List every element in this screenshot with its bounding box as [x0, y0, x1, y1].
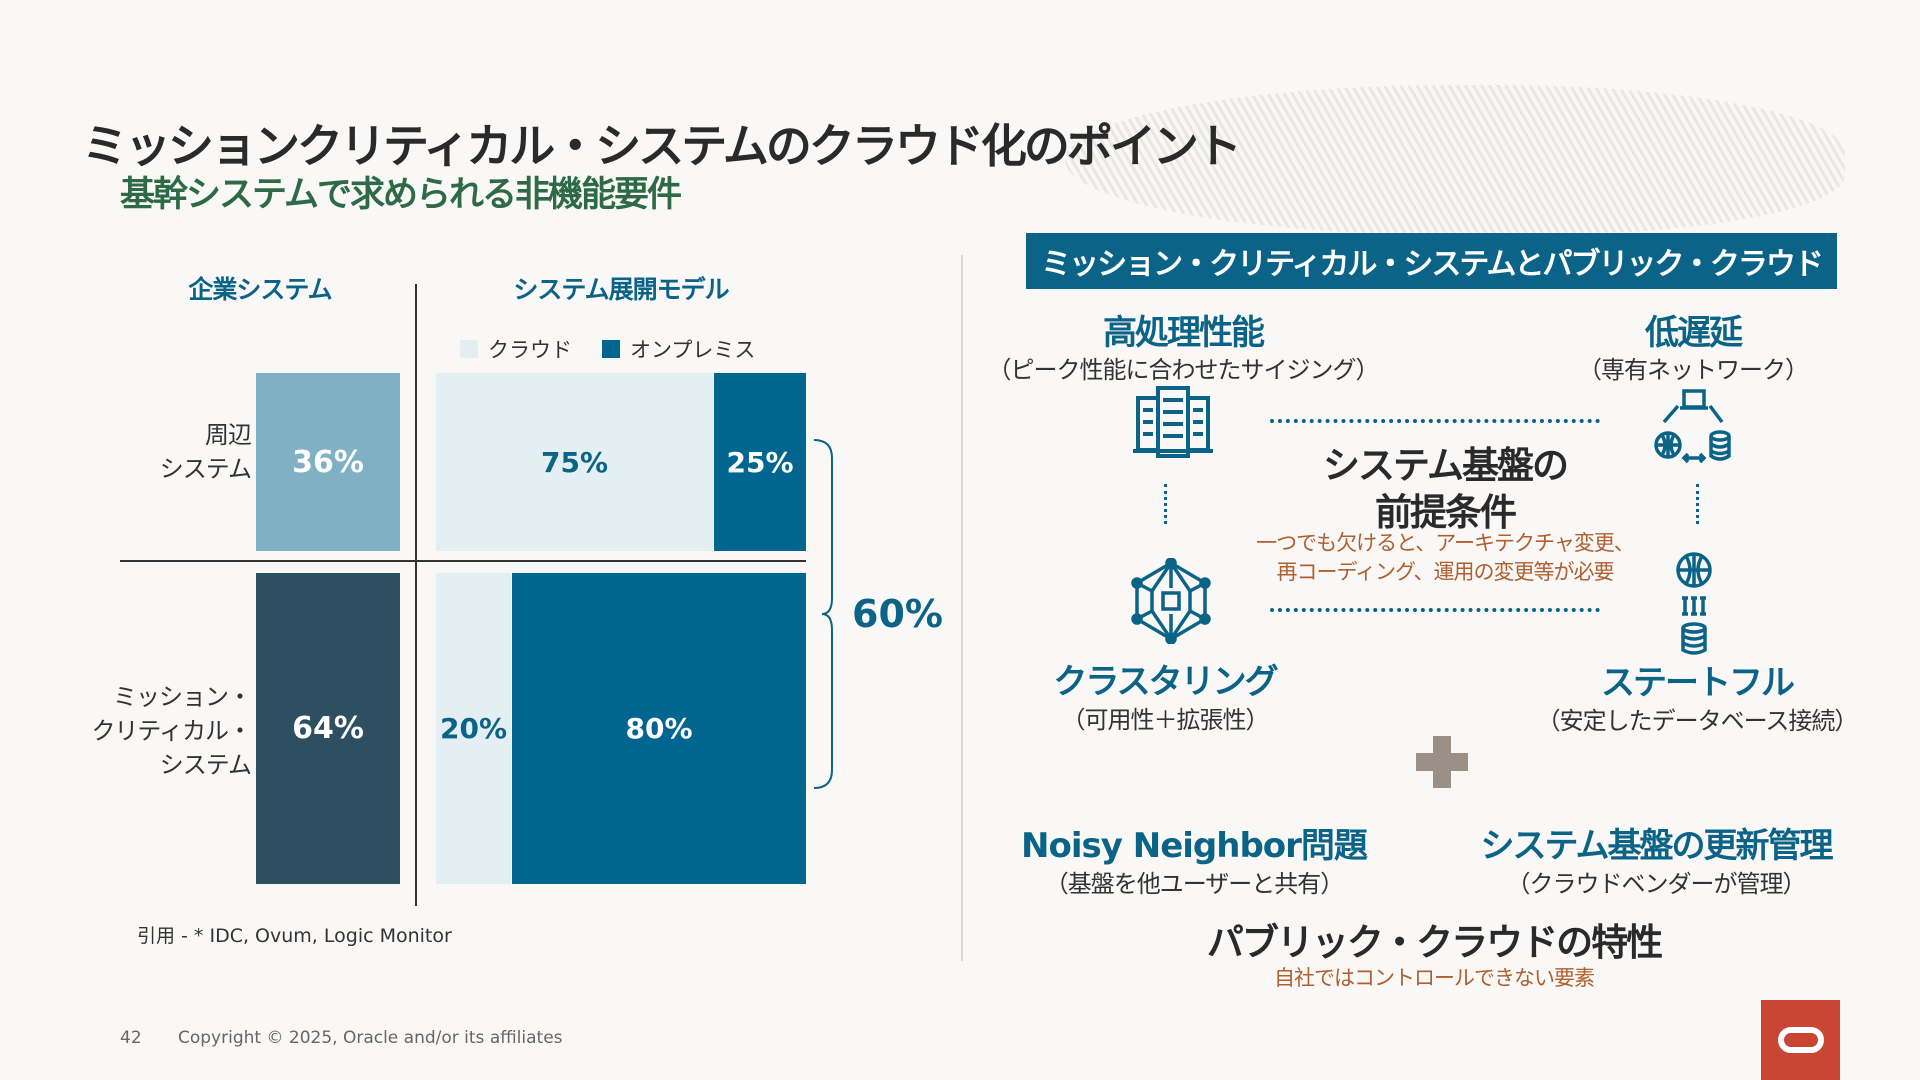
row-label-line: ミッション・ — [113, 683, 252, 711]
stateful-title: ステートフル — [1601, 663, 1795, 703]
noisy-neighbor-title: Noisy Neighbor問題 — [1021, 826, 1368, 866]
copyright: Copyright © 2025, Oracle and/or its affi… — [178, 1028, 563, 1048]
center-note-line2: 再コーディング、運用の変更等が必要 — [1276, 560, 1614, 584]
row-label-line: クリティカル・ — [91, 717, 252, 745]
clustering-title: クラスタリング — [1053, 662, 1278, 702]
public-cloud-traits-sub: 自社ではコントロールできない要素 — [1274, 966, 1595, 990]
legend-label-cloud: クラウド — [488, 338, 572, 362]
bracket-total-label: 60% — [852, 592, 943, 636]
dotted-connector-right — [1696, 484, 1699, 524]
network-topology-icon — [1654, 389, 1731, 464]
update-management-sub: （クラウドベンダーが管理） — [1506, 870, 1807, 898]
oracle-logo-icon — [1777, 1027, 1824, 1053]
bar-mission-critical-cloud: 20% — [436, 573, 511, 884]
row-label-line: 周辺 — [205, 421, 252, 449]
panel-divider — [961, 255, 963, 961]
bar-peripheral-share: 36% — [256, 373, 400, 551]
high-performance-title: 高処理性能 — [1103, 313, 1265, 353]
low-latency-sub: （専有ネットワーク） — [1578, 356, 1809, 384]
header-enterprise-system: 企業システム — [188, 275, 332, 304]
page-subtitle: 基幹システムで求められる非機能要件 — [120, 175, 682, 215]
oracle-logo — [1761, 1000, 1840, 1080]
row-label-line: システム — [159, 751, 252, 779]
update-management-title: システム基盤の更新管理 — [1480, 826, 1834, 866]
noisy-neighbor-sub: （基盤を他ユーザーと共有） — [1044, 870, 1345, 898]
dotted-connector-top — [1270, 419, 1600, 423]
center-title-line2: 前提条件 — [1375, 491, 1517, 534]
globe-database-icon — [1676, 552, 1712, 655]
vertical-divider — [415, 284, 417, 906]
center-note-line1: 一つでも欠けると、アーキテクチャ変更、 — [1256, 531, 1635, 555]
dotted-connector-left — [1164, 484, 1167, 524]
low-latency-title: 低遅延 — [1645, 313, 1743, 353]
row-label-line: システム — [159, 455, 252, 483]
bracket — [813, 439, 833, 789]
page-title: ミッションクリティカル・システムのクラウド化のポイント — [82, 119, 1242, 173]
section-banner: ミッション・クリティカル・システムとパブリック・クラウド — [1026, 233, 1837, 289]
dotted-connector-bottom — [1270, 608, 1600, 612]
legend-label-onprem: オンプレミス — [630, 338, 756, 362]
legend-swatch-onprem — [602, 340, 620, 358]
header-deployment-model: システム展開モデル — [513, 275, 729, 304]
server-rack-icon — [1133, 386, 1213, 458]
row-label-mission-critical: ミッション・ クリティカル・ システム — [91, 680, 252, 782]
legend: クラウド オンプレミス — [460, 334, 755, 364]
public-cloud-traits-title: パブリック・クラウドの特性 — [1206, 921, 1663, 964]
stateful-sub: （安定したデータベース接続） — [1536, 707, 1859, 735]
center-title-line1: システム基盤の — [1323, 444, 1569, 487]
row-label-peripheral: 周辺 システム — [159, 418, 252, 486]
decorative-watermark — [1065, 85, 1845, 235]
cluster-icon — [1131, 558, 1211, 644]
high-performance-sub: （ピーク性能に合わせたサイジング） — [987, 356, 1380, 384]
plus-icon — [1416, 736, 1468, 788]
bar-mission-critical-onprem: 80% — [512, 573, 806, 884]
bar-peripheral-cloud: 75% — [436, 373, 713, 551]
clustering-sub: （可用性＋拡張性） — [1061, 706, 1270, 734]
legend-swatch-cloud — [460, 340, 478, 358]
bar-mission-critical-share: 64% — [256, 573, 400, 884]
page-number: 42 — [120, 1028, 142, 1048]
citation: 引用 - * IDC, Ovum, Logic Monitor — [137, 925, 452, 947]
bar-peripheral-onprem: 25% — [714, 373, 806, 551]
horizontal-divider — [120, 560, 806, 562]
